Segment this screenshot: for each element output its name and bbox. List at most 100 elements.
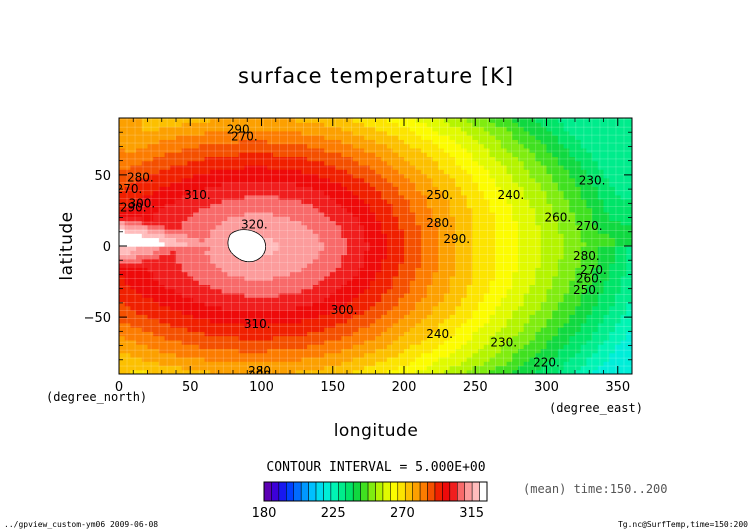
field-cell — [495, 152, 502, 157]
field-cell — [210, 156, 217, 162]
field-cell — [329, 173, 337, 179]
field-cell — [449, 254, 456, 260]
field-cell — [529, 233, 536, 239]
field-cell — [455, 254, 462, 260]
field-cell — [295, 177, 302, 183]
field-cell — [244, 361, 251, 367]
field-cell — [409, 186, 416, 192]
field-cell — [301, 314, 308, 320]
field-cell — [147, 327, 154, 332]
field-cell — [392, 361, 399, 367]
field-cell — [535, 301, 542, 307]
field-cell — [307, 267, 314, 273]
field-cell — [386, 339, 394, 345]
field-cell — [324, 241, 331, 247]
field-cell — [238, 318, 245, 324]
field-cell — [210, 122, 217, 128]
field-cell — [130, 182, 137, 187]
field-cell — [158, 361, 166, 367]
field-cell — [119, 164, 126, 170]
field-cell — [443, 314, 451, 320]
field-cell — [204, 164, 211, 170]
field-cell — [210, 258, 217, 264]
field-cell — [518, 361, 525, 367]
field-cell — [147, 169, 154, 175]
field-cell — [324, 216, 331, 221]
field-cell — [193, 130, 200, 136]
field-cell — [312, 339, 320, 345]
field-cell — [523, 237, 530, 243]
field-cell — [580, 250, 587, 256]
field-cell — [421, 160, 428, 166]
field-cell — [552, 280, 559, 285]
field-cell — [421, 267, 428, 273]
field-cell — [483, 335, 491, 341]
field-cell — [455, 211, 462, 217]
field-cell — [506, 147, 513, 153]
field-cell — [392, 224, 399, 230]
field-cell — [557, 203, 565, 209]
field-cell — [449, 275, 456, 281]
field-cell — [147, 310, 154, 315]
field-cell — [136, 258, 143, 264]
field-cell — [386, 254, 394, 260]
field-cell — [580, 365, 587, 371]
field-cell — [466, 331, 473, 337]
field-cell — [421, 182, 428, 187]
field-cell — [347, 203, 354, 209]
field-cell — [141, 352, 149, 358]
field-cell — [198, 216, 206, 221]
field-cell — [272, 246, 280, 251]
field-cell — [466, 177, 473, 183]
field-cell — [369, 220, 377, 226]
field-cell — [198, 254, 206, 260]
field-cell — [278, 275, 285, 281]
field-cell — [233, 301, 240, 307]
field-cell — [312, 352, 320, 358]
field-cell — [261, 216, 268, 221]
field-cell — [489, 152, 496, 157]
field-cell — [250, 216, 257, 221]
field-cell — [335, 318, 342, 324]
field-cell — [329, 182, 337, 187]
field-cell — [238, 224, 245, 230]
field-cell — [352, 194, 359, 200]
chart-title: surface temperature [K] — [238, 64, 514, 88]
field-cell — [472, 275, 479, 281]
field-cell — [284, 224, 291, 230]
field-cell — [290, 250, 297, 256]
field-cell — [392, 271, 399, 277]
field-cell — [575, 186, 582, 192]
field-cell — [461, 156, 468, 162]
field-cell — [449, 190, 456, 196]
field-cell — [324, 182, 331, 187]
field-cell — [164, 271, 171, 277]
field-cell — [335, 365, 342, 371]
field-cell — [204, 344, 211, 349]
field-cell — [586, 182, 593, 187]
field-cell — [466, 186, 473, 192]
field-cell — [301, 164, 308, 170]
field-cell — [187, 292, 194, 298]
field-cell — [193, 301, 200, 307]
field-cell — [278, 348, 285, 354]
field-cell — [335, 348, 342, 354]
field-cell — [364, 339, 371, 345]
field-cell — [540, 327, 548, 332]
field-cell — [318, 280, 325, 285]
field-cell — [164, 331, 171, 337]
field-cell — [227, 156, 234, 162]
field-cell — [284, 135, 291, 140]
field-cell — [164, 216, 171, 221]
field-cell — [546, 233, 553, 239]
field-cell — [244, 344, 251, 349]
field-cell — [130, 246, 137, 251]
field-cell — [489, 250, 496, 256]
field-cell — [278, 190, 285, 196]
field-cell — [369, 365, 377, 371]
field-cell — [546, 147, 553, 153]
field-cell — [443, 344, 451, 349]
field-cell — [421, 169, 428, 175]
field-cell — [301, 310, 308, 315]
field-cell — [364, 301, 371, 307]
